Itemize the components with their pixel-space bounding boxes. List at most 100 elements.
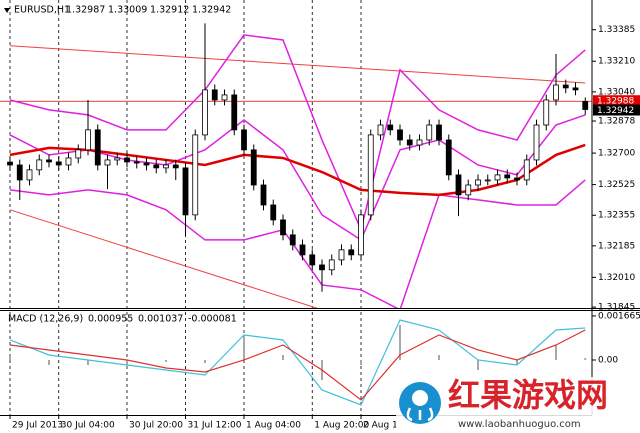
candle-body [475,179,481,186]
candle-body [153,164,160,169]
macd-line [9,329,586,401]
candle-body [484,179,491,182]
candle-body [562,84,569,89]
symbol-icon [4,8,10,13]
histogram-bar [48,359,50,365]
y-tick-label: 0.001665 [598,311,640,321]
last-price-label: 1.32942 [597,106,634,116]
candle-body [406,139,413,146]
candle-body [231,94,238,131]
candle-body [494,174,501,181]
histogram-bar [516,359,518,365]
histogram-bar [438,354,440,360]
candle-body [426,124,433,141]
price-tag-label: 1.32988 [597,97,634,107]
candle-body [289,234,296,246]
candle-body [270,204,277,221]
y-tick-label: 1.32355 [598,211,635,221]
macd-readout: 0.001037 [138,314,183,325]
y-tick-label: 1.33385 [598,25,635,35]
candle-body [504,174,511,179]
histogram-bar [555,344,557,360]
watermark-url: www.laobanhuoguo.com [458,419,581,430]
candle-body [55,161,62,166]
candle-body [436,124,442,141]
candle-body [104,159,111,166]
ohlc-close: 1.32942 [192,5,231,16]
histogram-bar [282,354,284,360]
symbol: EURUSD,H1 [14,5,70,16]
x-tick-label: 2 Aug 1 [363,421,398,431]
x-tick-label: 1 Aug 20:00 [314,421,369,431]
y-tick-label: 1.32878 [598,117,635,127]
candle-body [124,157,130,163]
candle-body [299,244,306,256]
candle-body [192,134,199,216]
y-tick-label: 1.33210 [598,57,635,67]
candle-body [172,164,179,169]
macd-line [9,319,586,406]
candle-body [65,157,72,166]
candle-body [338,249,345,261]
candle-body [16,164,23,181]
ohlc-low: 1.32912 [150,5,189,16]
candle-body [114,157,121,161]
y-tick-label: 1.33040 [598,87,635,97]
candle-body [202,89,208,136]
candle-body [250,149,257,186]
candle-body [514,177,520,181]
trend-line [9,45,586,84]
y-tick-label: 1.32185 [598,241,635,251]
histogram-bar [477,359,479,370]
candle-body [85,129,91,151]
candle-body [455,174,462,196]
candle-body [143,162,150,166]
candle-body [358,214,364,256]
indicator-line [9,34,586,233]
candle-body [328,259,335,271]
candle-body [348,249,355,256]
histogram-bar [243,334,245,360]
candle-body [445,139,452,176]
histogram-bar [204,359,206,363]
candle-body [387,124,394,131]
candle-body [309,254,316,266]
histogram-bar [165,359,167,362]
histogram-bar [126,359,128,365]
candle-body [553,84,559,101]
y-tick-label: 1.32700 [598,149,635,159]
candle-body [582,101,589,110]
candle-body [397,129,403,141]
candle-body [182,167,189,216]
candle-body [260,184,267,206]
watermark-logo-head [412,390,428,406]
watermark-logo-arms [406,407,434,422]
candle-body [533,124,540,161]
histogram-bar [584,357,587,360]
histogram-bar [87,359,89,365]
candle-body [319,264,325,271]
macd-title: MACD (12,26,9) [8,314,83,325]
candle-body [241,129,247,151]
candle-body [46,159,52,163]
candle-body [7,161,13,166]
candle-body [523,159,530,181]
x-tick-label: 30 Jul 20:00 [129,421,183,431]
y-tick-label: 1.32010 [598,273,635,283]
macd-readout: -0.000081 [188,314,237,325]
candle-body [367,134,374,216]
candle-body [416,139,423,146]
candle-body [377,124,384,136]
candle-body [36,159,43,171]
x-tick-label: 30 Jul 04:00 [61,421,115,431]
candle-body [133,161,140,164]
candle-body [465,184,472,196]
candle-body [221,94,228,101]
candle-body [163,164,169,169]
histogram-bar [360,359,362,365]
macd-readout: 0.000955 [88,314,133,325]
ohlc-high: 1.33009 [108,5,147,16]
ohlc-open: 1.32987 [66,5,105,16]
